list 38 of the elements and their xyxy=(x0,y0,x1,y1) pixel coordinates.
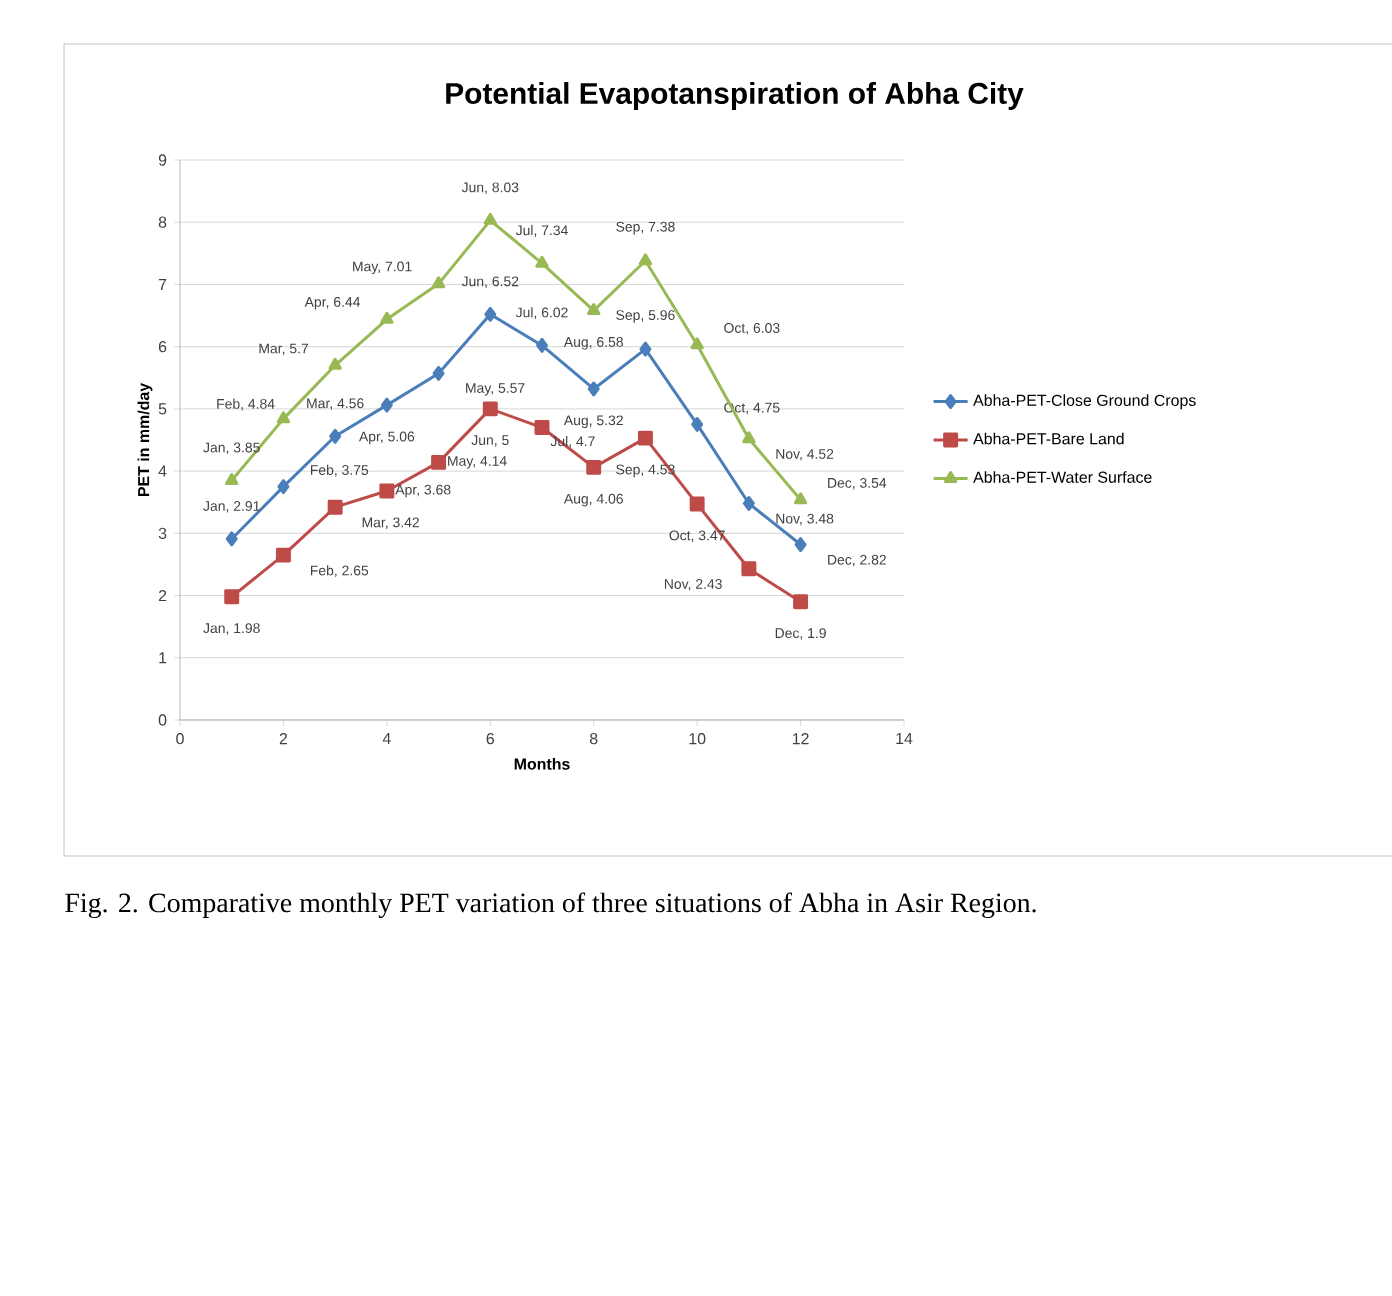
point xyxy=(534,420,550,436)
point xyxy=(637,430,653,446)
point xyxy=(535,255,549,268)
point xyxy=(225,472,239,485)
point xyxy=(431,276,446,289)
point xyxy=(328,357,342,370)
point xyxy=(327,499,343,515)
point xyxy=(379,483,395,499)
point xyxy=(691,416,704,432)
point xyxy=(587,381,600,397)
point xyxy=(742,495,755,511)
point xyxy=(586,459,602,475)
point xyxy=(483,212,497,225)
point xyxy=(638,253,653,266)
point xyxy=(329,428,342,444)
point xyxy=(380,397,393,413)
point xyxy=(277,479,290,495)
point xyxy=(741,561,757,577)
point xyxy=(224,589,240,605)
point xyxy=(225,531,238,547)
point xyxy=(484,306,497,322)
point xyxy=(639,341,652,357)
point xyxy=(432,365,445,381)
chart-title: Potential Evapotanspiration of Abha City xyxy=(446,82,1024,110)
point xyxy=(690,337,704,350)
point xyxy=(689,496,705,512)
point xyxy=(431,454,447,470)
point xyxy=(742,431,756,444)
point xyxy=(276,411,291,424)
point xyxy=(275,547,291,563)
point xyxy=(380,311,394,324)
point xyxy=(536,337,548,353)
point xyxy=(482,401,498,417)
point xyxy=(794,537,807,553)
point xyxy=(587,303,601,316)
point xyxy=(793,492,808,505)
point xyxy=(793,594,809,610)
caption: Fig. 2. Comparative monthly PET variation of three situations of Abha in Asir Region. xyxy=(65,892,1036,919)
